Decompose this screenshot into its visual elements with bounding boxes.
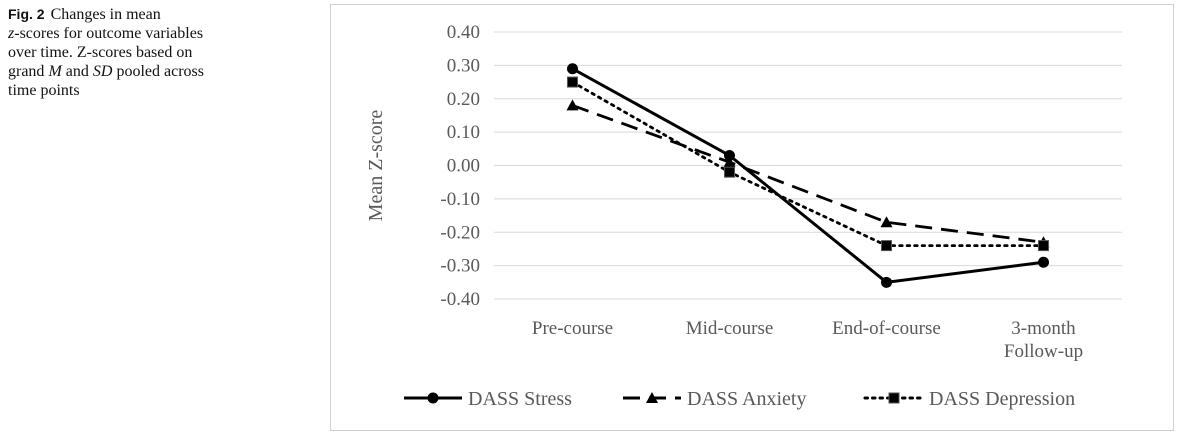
figure-caption: Fig. 2 Changes in mean z-scores for outco…: [8, 6, 204, 99]
data-point-dass-stress: [1038, 256, 1049, 268]
caption-line-4: grand M and SD pooled across: [8, 63, 204, 80]
data-point-dass-depression: [567, 76, 578, 88]
y-tick-label: -0.30: [440, 256, 480, 277]
y-tick-label: -0.10: [440, 189, 480, 210]
legend-marker-dass-depression: [888, 392, 900, 404]
series-line-dass-stress: [571, 67, 1044, 284]
legend-marker-dass-anxiety: [646, 392, 658, 403]
caption-line-3: over time. Z-scores based on: [8, 44, 193, 61]
data-point-dass-anxiety: [566, 99, 579, 111]
legend-label-dass-stress: DASS Stress: [468, 388, 572, 410]
legend-marker-dass-stress: [427, 392, 439, 404]
chart-frame: 0.40 0.30 0.20 0.10 0.00 -0.10 -0.20 -0.30 -0.40…: [330, 4, 1174, 431]
y-axis-label: Mean Z-score: [365, 110, 387, 222]
line-chart: 0.40 0.30 0.20 0.10 0.00 -0.10 -0.20 -0.30 -0.40…: [365, 22, 1122, 410]
y-tick-label: -0.40: [440, 289, 480, 310]
x-tick-label: End-of-course: [832, 318, 941, 339]
x-tick-label: 3-month Follow-up: [1004, 318, 1083, 362]
data-point-dass-depression: [881, 240, 892, 252]
x-tick-label: Mid-course: [686, 318, 774, 339]
y-tick-label: 0.10: [447, 122, 480, 143]
caption-line-1: Changes in mean: [50, 6, 161, 23]
y-tick-label: 0.20: [447, 89, 480, 110]
data-point-dass-anxiety: [723, 156, 736, 168]
series-line-dass-anxiety: [572, 104, 1044, 244]
series-line-dass-depression: [571, 80, 1045, 248]
caption-line-5: time points: [8, 82, 80, 99]
data-point-dass-stress: [724, 149, 735, 161]
y-tick-label: -0.20: [440, 222, 480, 243]
caption-line-2: -scores for outcome variables: [14, 25, 204, 42]
legend-label-dass-depression: DASS Depression: [929, 388, 1075, 410]
y-tick-label: 0.30: [447, 55, 480, 76]
y-tick-label: 0.40: [447, 22, 480, 43]
data-point-dass-depression: [724, 166, 735, 178]
data-point-dass-stress: [567, 63, 578, 75]
data-point-dass-anxiety: [880, 216, 893, 228]
x-tick-label: Pre-course: [532, 318, 613, 339]
figure-label: Fig. 2: [8, 6, 45, 22]
data-point-dass-stress: [881, 276, 892, 288]
data-point-dass-depression: [1038, 240, 1049, 252]
legend-label-dass-anxiety: DASS Anxiety: [687, 388, 806, 410]
y-tick-label: 0.00: [447, 156, 480, 177]
